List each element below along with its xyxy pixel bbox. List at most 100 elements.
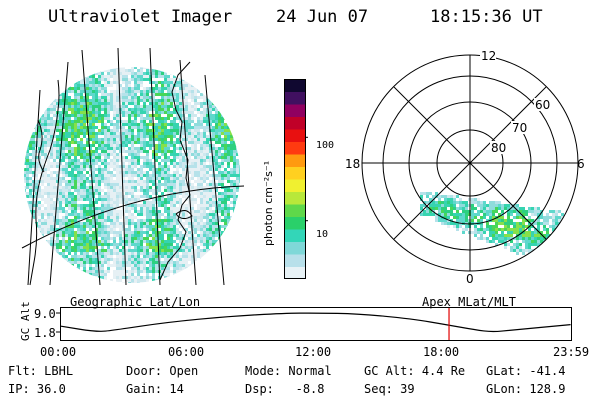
image-pixel <box>74 108 77 111</box>
image-pixel <box>167 78 170 81</box>
image-pixel <box>86 156 89 159</box>
image-pixel <box>522 219 525 222</box>
image-pixel <box>188 177 191 180</box>
image-pixel <box>95 189 98 192</box>
info-glon: GLon: 128.9 <box>486 382 566 396</box>
image-pixel <box>155 246 158 249</box>
image-pixel <box>65 102 68 105</box>
image-pixel <box>149 264 152 267</box>
image-pixel <box>101 159 104 162</box>
image-pixel <box>98 264 101 267</box>
image-pixel <box>125 198 128 201</box>
image-pixel <box>185 216 188 219</box>
image-pixel <box>200 240 203 243</box>
image-pixel <box>206 114 209 117</box>
image-pixel <box>56 144 59 147</box>
image-pixel <box>134 198 137 201</box>
image-pixel <box>41 180 44 183</box>
image-pixel <box>477 237 480 240</box>
image-pixel <box>438 207 441 210</box>
image-pixel <box>92 246 95 249</box>
image-pixel <box>176 231 179 234</box>
image-pixel <box>50 132 53 135</box>
image-pixel <box>540 240 543 243</box>
image-pixel <box>116 138 119 141</box>
image-pixel <box>209 201 212 204</box>
image-pixel <box>191 132 194 135</box>
image-pixel <box>140 117 143 120</box>
image-pixel <box>77 123 80 126</box>
image-pixel <box>77 108 80 111</box>
image-pixel <box>188 246 191 249</box>
image-pixel <box>24 186 26 189</box>
image-pixel <box>29 204 32 207</box>
image-pixel <box>56 234 59 237</box>
image-pixel <box>77 135 80 138</box>
image-pixel <box>92 207 95 210</box>
image-pixel <box>140 132 143 135</box>
image-pixel <box>65 195 68 198</box>
image-pixel <box>59 210 62 213</box>
image-pixel <box>188 183 191 186</box>
image-pixel <box>194 216 197 219</box>
image-pixel <box>80 108 83 111</box>
image-pixel <box>483 210 486 213</box>
image-pixel <box>53 105 56 108</box>
image-pixel <box>74 156 77 159</box>
image-pixel <box>119 273 122 276</box>
image-pixel <box>420 207 423 210</box>
image-pixel <box>203 201 206 204</box>
image-pixel <box>194 252 197 255</box>
image-pixel <box>119 93 122 96</box>
image-pixel <box>185 264 188 267</box>
image-pixel <box>167 195 170 198</box>
image-pixel <box>62 186 65 189</box>
image-pixel <box>101 195 104 198</box>
image-pixel <box>71 177 74 180</box>
image-pixel <box>74 117 77 120</box>
image-pixel <box>191 168 194 171</box>
info-seq: Seq: 39 <box>364 382 415 396</box>
image-pixel <box>218 228 221 231</box>
image-pixel <box>62 153 65 156</box>
image-pixel <box>164 168 167 171</box>
image-pixel <box>191 165 194 168</box>
image-pixel <box>441 207 444 210</box>
image-pixel <box>59 141 62 144</box>
image-pixel <box>522 225 525 228</box>
image-pixel <box>47 111 50 114</box>
image-pixel <box>59 135 62 138</box>
image-pixel <box>68 195 71 198</box>
image-pixel <box>489 210 492 213</box>
image-pixel <box>155 156 158 159</box>
image-pixel <box>194 96 197 99</box>
image-pixel <box>47 219 50 222</box>
image-pixel <box>137 261 140 264</box>
image-pixel <box>149 234 152 237</box>
image-pixel <box>146 144 149 147</box>
image-pixel <box>155 252 158 255</box>
lat-label-80: 80 <box>491 141 506 155</box>
image-pixel <box>119 96 122 99</box>
image-pixel <box>71 165 74 168</box>
image-pixel <box>185 90 188 93</box>
image-pixel <box>212 147 215 150</box>
image-pixel <box>477 204 480 207</box>
image-pixel <box>137 105 140 108</box>
image-pixel <box>218 150 221 153</box>
image-pixel <box>56 198 59 201</box>
image-pixel <box>53 99 56 102</box>
image-pixel <box>224 216 227 219</box>
image-pixel <box>107 135 110 138</box>
image-pixel <box>140 213 143 216</box>
image-pixel <box>224 141 227 144</box>
image-pixel <box>62 249 65 252</box>
image-pixel <box>131 261 134 264</box>
image-pixel <box>83 159 86 162</box>
image-pixel <box>101 75 104 78</box>
info-gain: Gain: 14 <box>126 382 184 396</box>
image-pixel <box>56 153 59 156</box>
image-pixel <box>80 90 83 93</box>
image-pixel <box>149 246 152 249</box>
image-pixel <box>71 186 74 189</box>
